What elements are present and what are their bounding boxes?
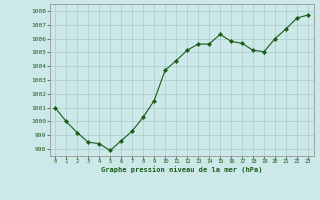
X-axis label: Graphe pression niveau de la mer (hPa): Graphe pression niveau de la mer (hPa) — [101, 166, 262, 173]
